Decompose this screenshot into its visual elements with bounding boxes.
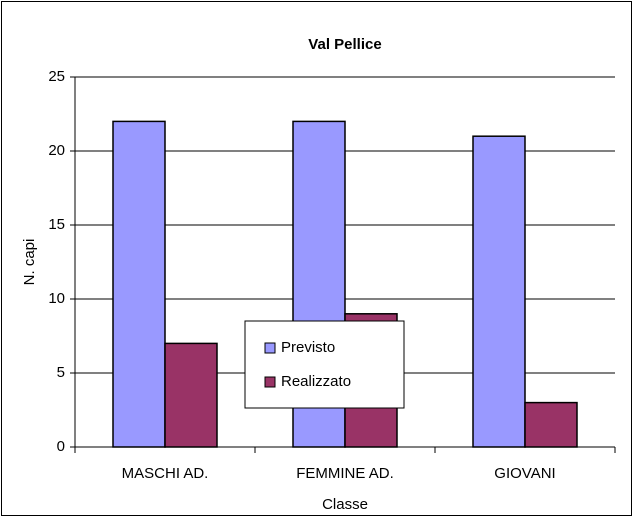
x-tick-label: FEMMINE AD. xyxy=(296,465,394,482)
legend-label: Realizzato xyxy=(281,373,351,390)
legend-swatch xyxy=(264,376,276,388)
bar xyxy=(164,342,218,448)
bar xyxy=(472,135,526,448)
legend-swatch xyxy=(264,342,276,354)
y-tick-label: 25 xyxy=(48,68,65,85)
legend-label: Previsto xyxy=(281,339,335,356)
y-tick-label: 0 xyxy=(57,438,65,455)
x-tick-label: GIOVANI xyxy=(494,465,555,482)
y-axis-label: N. capi xyxy=(21,239,38,286)
legend-box xyxy=(244,320,405,409)
y-tick-label: 20 xyxy=(48,142,65,159)
y-tick-label: 10 xyxy=(48,290,65,307)
y-tick-label: 5 xyxy=(57,364,65,381)
x-tick-label: MASCHI AD. xyxy=(122,465,209,482)
bar xyxy=(112,120,166,448)
bar xyxy=(524,401,578,448)
x-axis-label: Classe xyxy=(322,496,368,513)
chart-title: Val Pellice xyxy=(308,36,381,53)
y-tick-label: 15 xyxy=(48,216,65,233)
